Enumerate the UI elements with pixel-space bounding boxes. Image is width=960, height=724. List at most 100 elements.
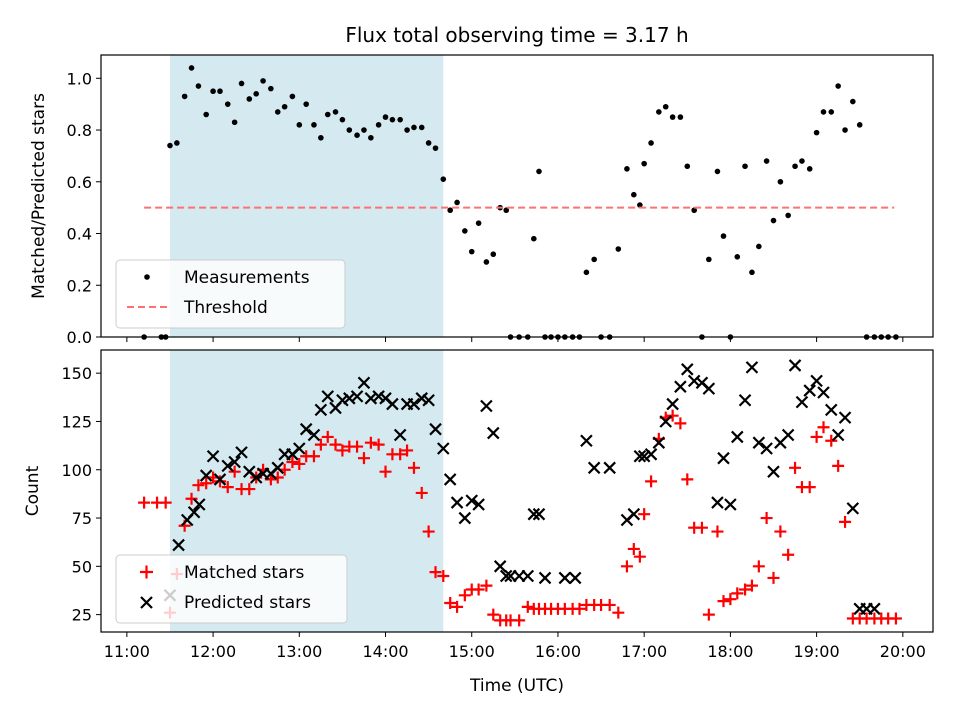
matched-star-point <box>645 475 658 488</box>
matched-star-point <box>185 492 198 505</box>
measurement-point <box>303 101 309 107</box>
predicted-star-point <box>838 411 852 424</box>
measurement-point <box>167 142 173 149</box>
matched-star-point <box>293 457 306 470</box>
measurement-point <box>828 109 835 115</box>
matched-star-point <box>627 542 640 555</box>
predicted-star-point <box>868 602 881 616</box>
matched-star-point <box>487 608 500 621</box>
matched-star-point <box>774 525 787 538</box>
predicted-star-point <box>235 446 248 459</box>
matched-star-point <box>286 456 299 469</box>
legend-measurements-label: Measurements <box>184 268 310 288</box>
predicted-star-point <box>795 395 809 409</box>
matched-star-point <box>228 465 241 478</box>
measurement-point <box>404 127 410 133</box>
predicted-star-point <box>472 498 485 511</box>
measurement-point <box>339 116 346 123</box>
predicted-star-point <box>465 494 479 507</box>
matched-star-point <box>394 448 407 461</box>
measurement-point <box>503 207 510 214</box>
measurement-point <box>238 80 245 87</box>
legend-threshold-label: Threshold <box>183 298 268 318</box>
measurement-point <box>454 199 460 206</box>
predicted-star-point <box>193 498 206 511</box>
predicted-star-point <box>846 502 860 515</box>
measurement-point <box>217 88 223 95</box>
x-tick-label: 19:00 <box>794 642 840 661</box>
predicted-star-point <box>717 451 730 465</box>
predicted-star-point <box>221 459 235 473</box>
matched-star-point <box>760 512 773 525</box>
measurement-point <box>246 96 253 102</box>
measurement-point <box>475 220 482 226</box>
predicted-star-point <box>711 496 724 509</box>
matched-star-point <box>739 583 752 596</box>
matched-star-point <box>832 459 845 472</box>
measurement-point <box>662 103 669 110</box>
measurement-point <box>289 93 296 100</box>
legend-predicted-marker <box>140 596 153 609</box>
matched-star-point <box>364 436 377 449</box>
measurement-point <box>706 256 712 263</box>
panel-counts: 11:00 12:00 13:00 14:00 15:00 16:00 17:00 18:00… <box>23 349 934 696</box>
x-tick-label: 12:00 <box>190 642 236 661</box>
matched-star-point <box>407 461 420 474</box>
measurement-point <box>361 127 367 133</box>
predicted-star-point <box>760 442 773 455</box>
x-tick-label: 16:00 <box>535 642 581 661</box>
matched-star-point <box>724 593 737 606</box>
measurement-point <box>792 163 798 170</box>
measurement-point <box>615 246 622 252</box>
predicted-star-point <box>271 461 285 475</box>
predicted-star-point <box>321 390 335 403</box>
matched-star-point <box>138 496 151 509</box>
measurement-point <box>253 91 259 97</box>
measurement-point <box>210 88 216 95</box>
y-tick-label: 0.0 <box>67 328 92 347</box>
predicted-star-point <box>603 461 616 475</box>
matched-star-point <box>379 465 392 478</box>
predicted-star-point <box>429 422 442 436</box>
matched-star-point <box>666 409 679 422</box>
predicted-star-point <box>213 473 227 486</box>
matched-star-point <box>480 579 493 592</box>
predicted-star-point <box>532 507 546 521</box>
predicted-star-point <box>314 403 328 417</box>
measurement-point <box>311 122 317 128</box>
predicted-star-point <box>458 511 472 525</box>
matched-star-point <box>321 430 334 443</box>
predicted-star-point <box>307 428 321 442</box>
predicted-star-point <box>393 428 407 442</box>
measurement-point <box>850 98 856 105</box>
count-y-axis-label: Count <box>23 465 43 516</box>
predicted-star-point <box>422 393 435 407</box>
matched-star-point <box>731 587 744 600</box>
y-tick-label: 0.4 <box>67 225 92 244</box>
predicted-star-point <box>499 569 513 583</box>
matched-star-point <box>603 598 616 611</box>
legend-matched-marker <box>140 565 153 579</box>
predicted-star-point <box>386 397 399 411</box>
measurement-point <box>332 109 339 115</box>
measurement-point <box>656 109 662 115</box>
y-tick-label: 100 <box>61 461 92 480</box>
measurement-point <box>440 176 447 182</box>
measurement-point <box>583 269 590 276</box>
measurement-point <box>346 127 353 133</box>
predicted-star-point <box>437 442 450 455</box>
count-legend: Matched stars Predicted stars <box>115 554 348 624</box>
measurement-point <box>397 116 403 123</box>
matched-star-point <box>264 473 277 486</box>
matched-star-point <box>752 560 765 573</box>
predicted-star-point <box>487 426 500 440</box>
x-tick-label: 15:00 <box>449 642 495 661</box>
measurement-point <box>669 114 676 120</box>
predicted-star-point <box>172 538 185 552</box>
measurement-point <box>714 168 721 175</box>
predicted-star-point <box>443 473 457 486</box>
predicted-star-point <box>407 397 421 411</box>
predicted-star-point <box>299 422 313 436</box>
